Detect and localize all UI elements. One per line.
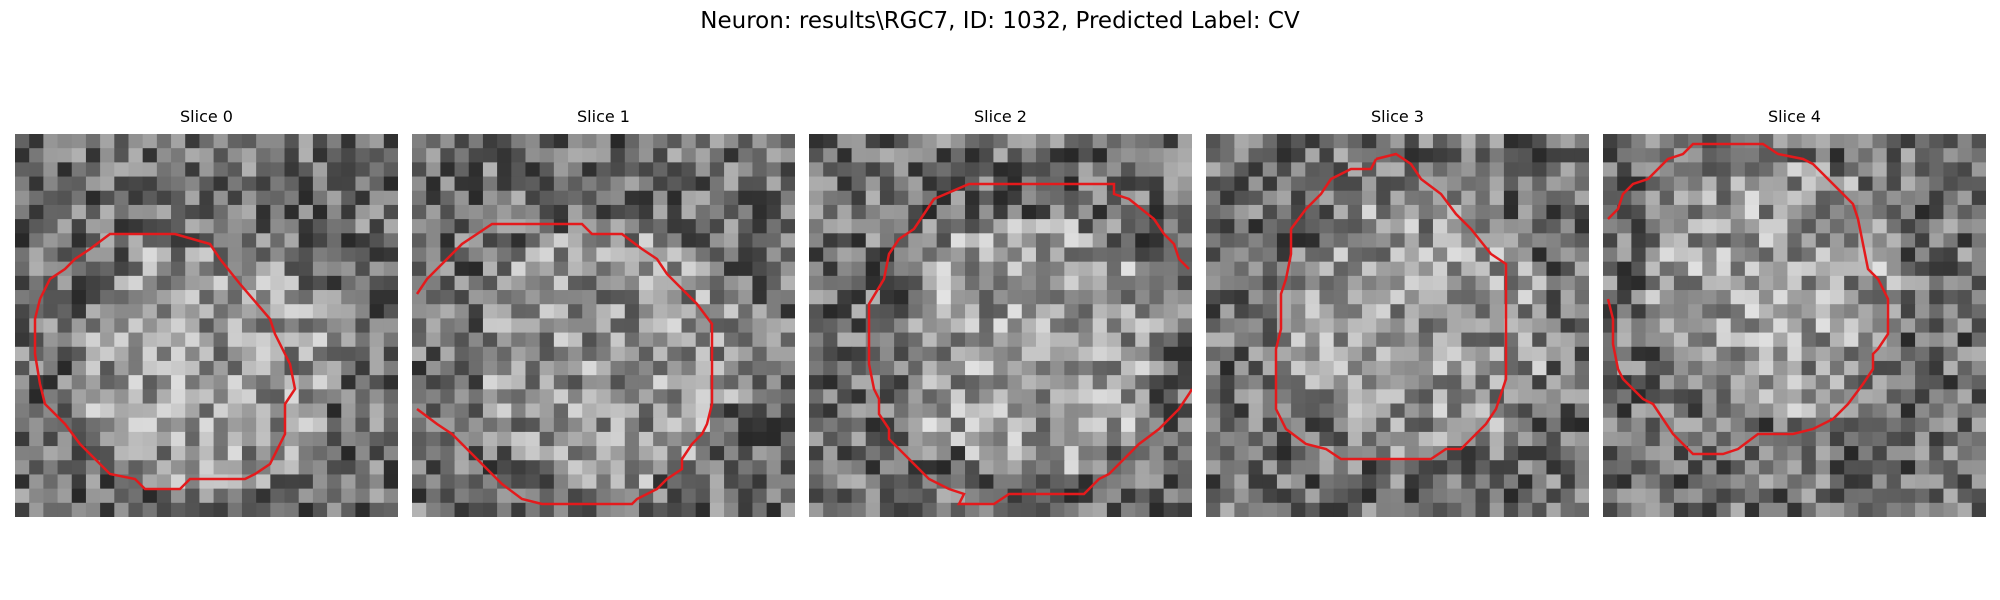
slice-image [412,134,795,517]
cell-contour [867,182,1192,506]
slice-panel-2: Slice 2 [809,106,1192,517]
slice-image [1206,134,1589,517]
slice-panel-3: Slice 3 [1206,106,1589,517]
cell-contour [415,222,714,506]
slice-image [1603,134,1986,517]
cell-contour [33,232,297,491]
slice-panel-0: Slice 0 [15,106,398,517]
slice-title: Slice 2 [974,107,1027,126]
slice-title: Slice 1 [577,107,630,126]
slice-title: Slice 0 [180,107,233,126]
slice-image [809,134,1192,517]
slice-image [15,134,398,517]
cell-contour [1606,142,1890,456]
slice-title: Slice 4 [1768,107,1821,126]
slice-panel-1: Slice 1 [412,106,795,517]
figure-title: Neuron: results\RGC7, ID: 1032, Predicte… [700,8,1300,34]
slice-panel-4: Slice 4 [1603,106,1986,517]
cell-contour [1274,152,1508,461]
slice-title: Slice 3 [1371,107,1424,126]
